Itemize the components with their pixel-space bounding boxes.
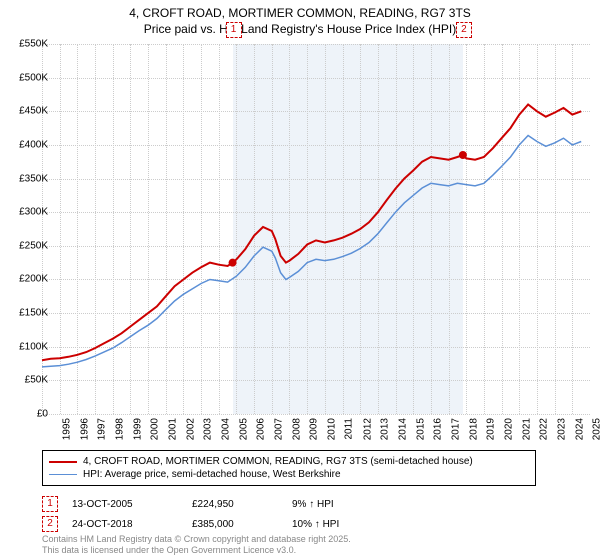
x-tick-label: 1995 [61, 418, 72, 440]
x-tick-label: 2001 [167, 418, 178, 440]
x-tick-label: 2007 [273, 418, 284, 440]
sales-hpi: 10% ↑ HPI [292, 519, 392, 530]
x-tick-label: 2002 [185, 418, 196, 440]
x-tick-label: 2000 [150, 418, 161, 440]
legend-box: 4, CROFT ROAD, MORTIMER COMMON, READING,… [42, 450, 536, 486]
sales-marker: 1 [42, 496, 58, 512]
x-tick-label: 2010 [326, 418, 337, 440]
gridline-h [42, 414, 590, 415]
sales-hpi: 9% ↑ HPI [292, 499, 392, 510]
title-line-1: 4, CROFT ROAD, MORTIMER COMMON, READING,… [0, 6, 600, 22]
y-tick-label: £450K [19, 106, 48, 117]
x-tick-label: 2014 [397, 418, 408, 440]
x-tick-label: 2017 [450, 418, 461, 440]
plot-area: 12 [42, 44, 590, 414]
x-tick-label: 2018 [468, 418, 479, 440]
x-tick-label: 2015 [415, 418, 426, 440]
x-tick-label: 2011 [343, 418, 354, 440]
x-tick-label: 2025 [592, 418, 600, 440]
sale-dot [229, 259, 237, 267]
sales-row: 1 13-OCT-2005£224,9509% ↑ HPI [42, 494, 392, 514]
x-tick-label: 2006 [256, 418, 267, 440]
y-tick-label: £50K [25, 375, 48, 386]
x-tick-label: 2009 [309, 418, 320, 440]
x-tick-label: 2008 [291, 418, 302, 440]
x-tick-label: 2004 [220, 418, 231, 440]
y-tick-label: £550K [19, 39, 48, 50]
x-tick-label: 1998 [114, 418, 125, 440]
x-tick-label: 2013 [379, 418, 390, 440]
x-tick-label: 2003 [203, 418, 214, 440]
legend-label: HPI: Average price, semi-detached house,… [83, 469, 341, 480]
y-tick-label: £100K [19, 341, 48, 352]
x-tick-label: 1999 [132, 418, 143, 440]
sales-price: £385,000 [192, 519, 292, 530]
y-tick-label: £350K [19, 173, 48, 184]
series-price_paid [42, 105, 581, 361]
footer-line-2: This data is licensed under the Open Gov… [42, 545, 351, 556]
legend-item: HPI: Average price, semi-detached house,… [49, 468, 529, 481]
legend-swatch [49, 461, 77, 463]
x-tick-label: 1996 [79, 418, 90, 440]
sales-price: £224,950 [192, 499, 292, 510]
sales-date: 24-OCT-2018 [72, 519, 192, 530]
sales-table: 1 13-OCT-2005£224,9509% ↑ HPI 2 24-OCT-2018… [42, 494, 392, 534]
x-tick-label: 2023 [556, 418, 567, 440]
y-tick-label: £150K [19, 308, 48, 319]
legend-label: 4, CROFT ROAD, MORTIMER COMMON, READING,… [83, 456, 473, 467]
x-tick-label: 2005 [238, 418, 249, 440]
y-tick-label: £250K [19, 240, 48, 251]
footer-text: Contains HM Land Registry data © Crown c… [42, 534, 351, 556]
title-line-2: Price paid vs. HM Land Registry's House … [0, 22, 600, 38]
x-tick-label: 2020 [503, 418, 514, 440]
x-tick-label: 1997 [97, 418, 108, 440]
x-tick-label: 2019 [486, 418, 497, 440]
chart-title: 4, CROFT ROAD, MORTIMER COMMON, READING,… [0, 0, 600, 37]
chart-container: 4, CROFT ROAD, MORTIMER COMMON, READING,… [0, 0, 600, 560]
footer-line-1: Contains HM Land Registry data © Crown c… [42, 534, 351, 545]
y-tick-label: £400K [19, 139, 48, 150]
sale-marker-2: 2 [456, 22, 472, 38]
sales-date: 13-OCT-2005 [72, 499, 192, 510]
y-tick-label: £0 [37, 409, 48, 420]
x-tick-label: 2021 [521, 418, 532, 440]
sales-row: 2 24-OCT-2018£385,00010% ↑ HPI [42, 514, 392, 534]
y-tick-label: £300K [19, 207, 48, 218]
x-tick-label: 2016 [432, 418, 443, 440]
sale-marker-1: 1 [226, 22, 242, 38]
sale-dot [459, 151, 467, 159]
x-tick-label: 2024 [574, 418, 585, 440]
sales-marker: 2 [42, 516, 58, 532]
y-tick-label: £200K [19, 274, 48, 285]
line-layer [42, 44, 590, 414]
x-tick-label: 2012 [362, 418, 373, 440]
legend-swatch [49, 474, 77, 475]
legend-item: 4, CROFT ROAD, MORTIMER COMMON, READING,… [49, 455, 529, 468]
x-tick-label: 2022 [539, 418, 550, 440]
y-tick-label: £500K [19, 72, 48, 83]
